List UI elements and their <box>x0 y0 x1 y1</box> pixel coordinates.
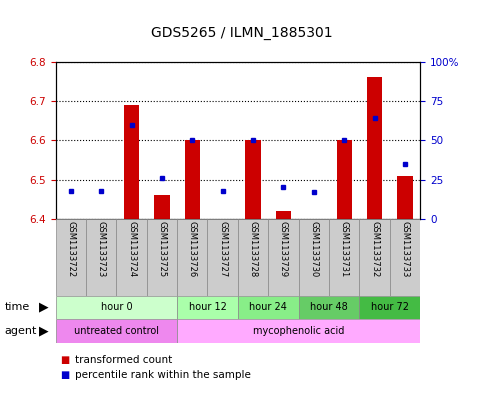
Bar <box>398 176 412 219</box>
Bar <box>245 140 261 219</box>
Bar <box>185 140 200 219</box>
Bar <box>390 219 420 296</box>
Text: GSM1133725: GSM1133725 <box>157 221 167 277</box>
Bar <box>359 296 420 319</box>
Bar <box>367 77 382 219</box>
Bar <box>124 105 139 219</box>
Text: mycophenolic acid: mycophenolic acid <box>253 326 344 336</box>
Bar <box>359 219 390 296</box>
Bar <box>56 319 177 343</box>
Text: hour 0: hour 0 <box>100 302 132 312</box>
Bar <box>116 219 147 296</box>
Text: GSM1133727: GSM1133727 <box>218 221 227 277</box>
Text: GSM1133729: GSM1133729 <box>279 221 288 277</box>
Bar <box>337 140 352 219</box>
Text: hour 12: hour 12 <box>188 302 227 312</box>
Text: time: time <box>5 302 30 312</box>
Bar <box>56 296 177 319</box>
Text: percentile rank within the sample: percentile rank within the sample <box>75 370 251 380</box>
Text: hour 72: hour 72 <box>371 302 409 312</box>
Bar <box>298 219 329 296</box>
Bar <box>154 195 170 219</box>
Text: GSM1133733: GSM1133733 <box>400 221 410 277</box>
Bar <box>238 219 268 296</box>
Bar <box>268 219 298 296</box>
Bar <box>177 296 238 319</box>
Text: GSM1133722: GSM1133722 <box>66 221 75 277</box>
Text: GSM1133731: GSM1133731 <box>340 221 349 277</box>
Bar <box>238 296 298 319</box>
Text: GSM1133728: GSM1133728 <box>249 221 257 277</box>
Text: ■: ■ <box>60 354 70 365</box>
Text: hour 48: hour 48 <box>310 302 348 312</box>
Text: ▶: ▶ <box>39 324 48 338</box>
Text: transformed count: transformed count <box>75 354 172 365</box>
Bar <box>329 219 359 296</box>
Text: GDS5265 / ILMN_1885301: GDS5265 / ILMN_1885301 <box>151 26 332 40</box>
Text: untreated control: untreated control <box>74 326 159 336</box>
Bar <box>86 219 116 296</box>
Text: agent: agent <box>5 326 37 336</box>
Text: hour 24: hour 24 <box>249 302 287 312</box>
Text: ▶: ▶ <box>39 301 48 314</box>
Text: GSM1133723: GSM1133723 <box>97 221 106 277</box>
Text: GSM1133732: GSM1133732 <box>370 221 379 277</box>
Bar <box>147 219 177 296</box>
Text: GSM1133724: GSM1133724 <box>127 221 136 277</box>
Text: ■: ■ <box>60 370 70 380</box>
Text: GSM1133726: GSM1133726 <box>188 221 197 277</box>
Bar <box>56 219 86 296</box>
Bar <box>276 211 291 219</box>
Bar <box>177 319 420 343</box>
Bar <box>208 219 238 296</box>
Bar <box>177 219 208 296</box>
Bar <box>298 296 359 319</box>
Text: GSM1133730: GSM1133730 <box>309 221 318 277</box>
